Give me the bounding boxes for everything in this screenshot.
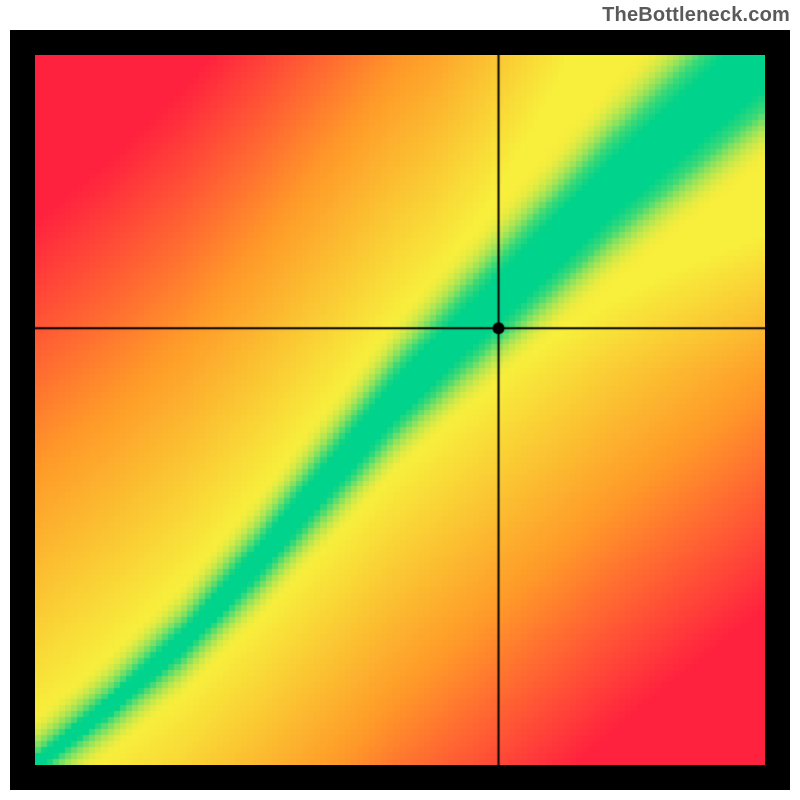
bottleneck-heatmap [35,55,765,765]
watermark-text: TheBottleneck.com [602,4,790,27]
chart-frame [10,30,790,790]
